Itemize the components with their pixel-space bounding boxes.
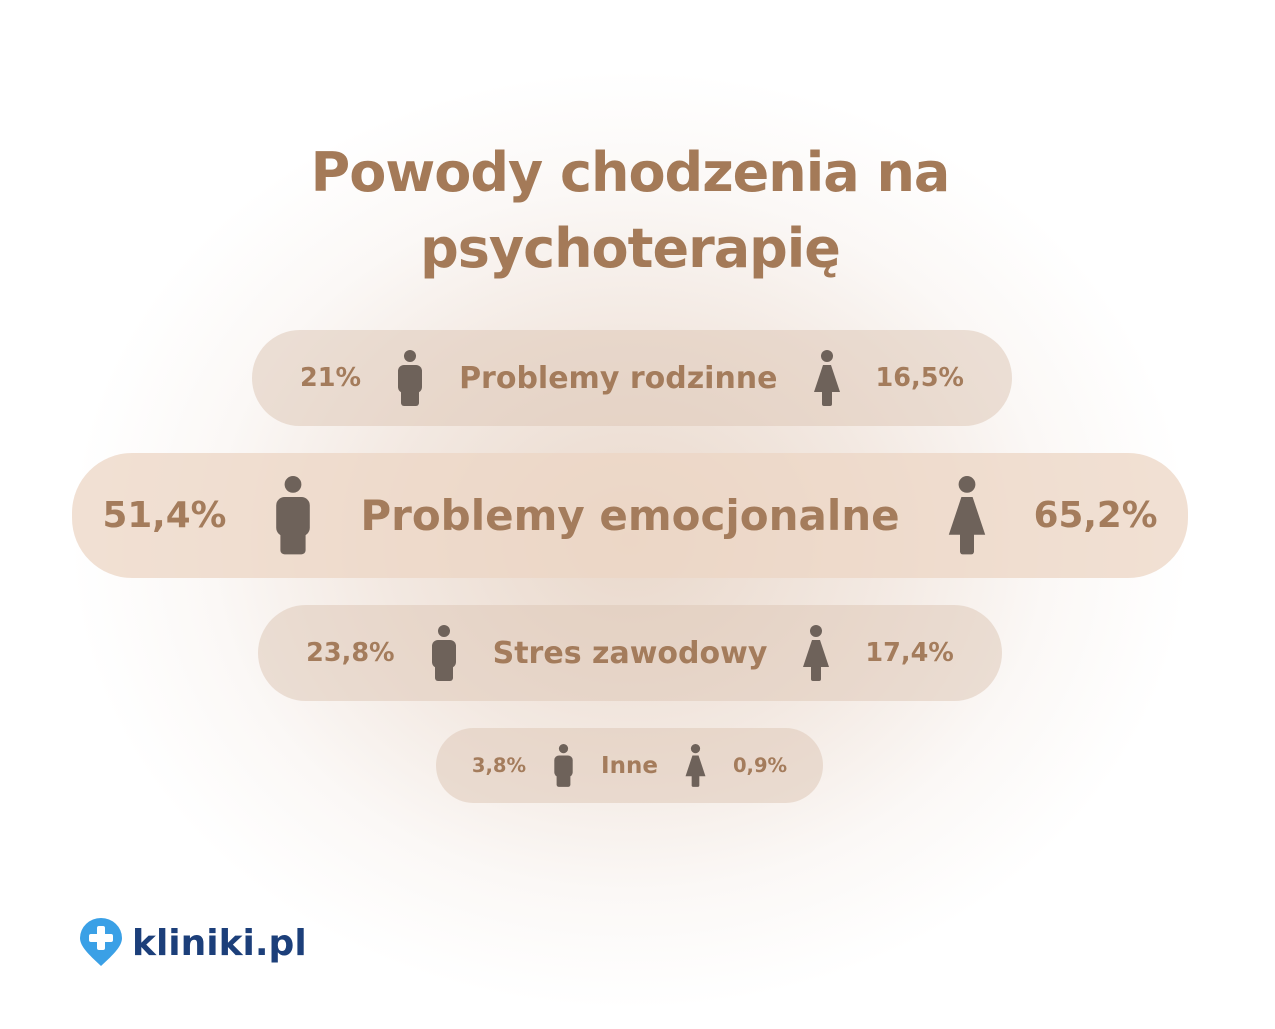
woman-icon [948, 476, 985, 555]
woman-icon [803, 625, 830, 681]
men-percent: 21% [300, 363, 362, 393]
man-icon [431, 625, 456, 681]
women-percent: 16,5% [875, 363, 964, 393]
man-icon [554, 744, 573, 787]
woman-icon [813, 350, 840, 406]
man-icon [276, 476, 311, 555]
reason-row: 21% Problemy rodzinne 16,5% [252, 330, 1012, 426]
logo-icon [80, 918, 122, 966]
reason-label: Problemy rodzinne [459, 360, 778, 396]
woman-icon [685, 744, 706, 787]
reason-label: Inne [601, 752, 658, 779]
title: Powody chodzenia na psychoterapię [310, 141, 951, 280]
reason-row: 51,4% Problemy emocjonalne 65,2% [72, 453, 1188, 578]
reason-label: Stres zawodowy [492, 635, 768, 671]
reason-row: 23,8% Stres zawodowy 17,4% [258, 605, 1002, 701]
women-percent: 0,9% [732, 754, 788, 777]
man-icon [398, 350, 423, 406]
men-percent: 51,4% [102, 495, 227, 536]
men-percent: 23,8% [306, 638, 395, 668]
women-percent: 65,2% [1033, 495, 1158, 536]
reason-row: 3,8% Inne 0,9% [436, 728, 823, 803]
logo[interactable]: kliniki.pl [78, 918, 307, 968]
men-percent: 3,8% [471, 754, 527, 777]
logo-text: kliniki.pl [132, 922, 307, 964]
reason-label: Problemy emocjonalne [360, 491, 900, 540]
women-percent: 17,4% [865, 638, 954, 668]
